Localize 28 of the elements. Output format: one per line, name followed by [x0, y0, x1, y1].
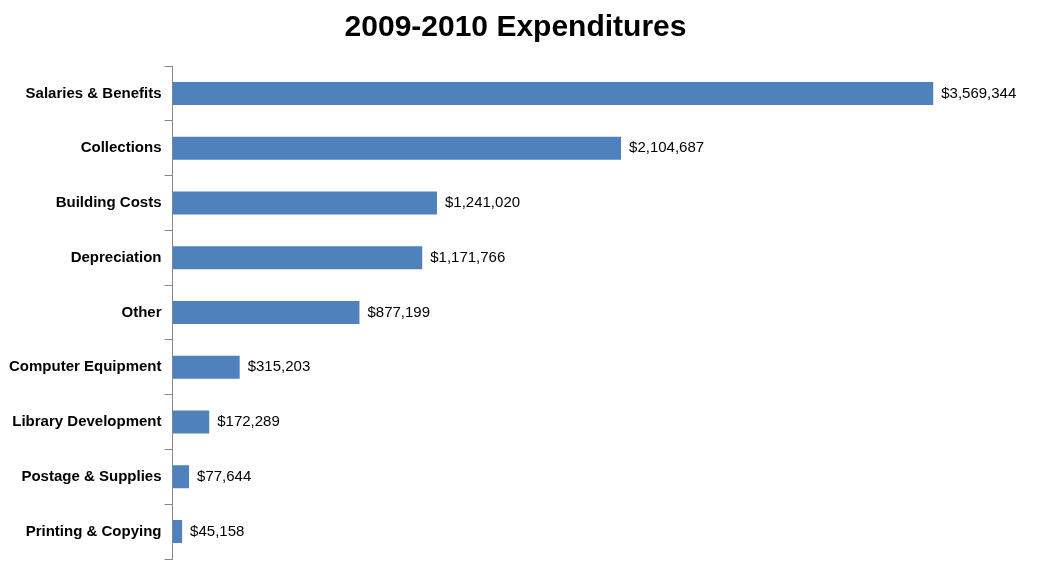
y-tick-label: Salaries & Benefits [25, 83, 162, 101]
data-label: $3,569,344 [941, 83, 1017, 101]
bar [172, 136, 622, 160]
data-label: $77,644 [197, 466, 252, 484]
y-tick-label: Postage & Supplies [21, 466, 162, 484]
y-tick-label: Printing & Copying [25, 521, 162, 539]
data-label: $1,241,020 [444, 193, 521, 211]
y-tick-label: Other [121, 302, 162, 320]
data-label: $2,104,687 [629, 138, 705, 156]
data-label: $45,158 [190, 521, 245, 539]
bar [172, 520, 183, 544]
data-label: $172,289 [217, 412, 280, 430]
chart-title: 2009-2010 Expenditures [344, 9, 687, 43]
bar [172, 465, 190, 489]
y-tick-label: Computer Equipment [9, 357, 162, 375]
bar [172, 355, 240, 379]
bar [172, 301, 360, 324]
data-label: $877,199 [367, 302, 431, 320]
y-tick-label: Building Costs [55, 193, 162, 211]
y-tick-label: Library Development [12, 412, 162, 430]
bar [172, 191, 437, 215]
y-tick-label: Collections [80, 138, 162, 156]
data-label: $315,203 [247, 357, 311, 375]
data-label: $1,171,766 [430, 247, 506, 265]
bar [172, 246, 423, 270]
bar [172, 410, 210, 434]
y-tick-label: Depreciation [70, 247, 162, 265]
bar [172, 81, 934, 105]
